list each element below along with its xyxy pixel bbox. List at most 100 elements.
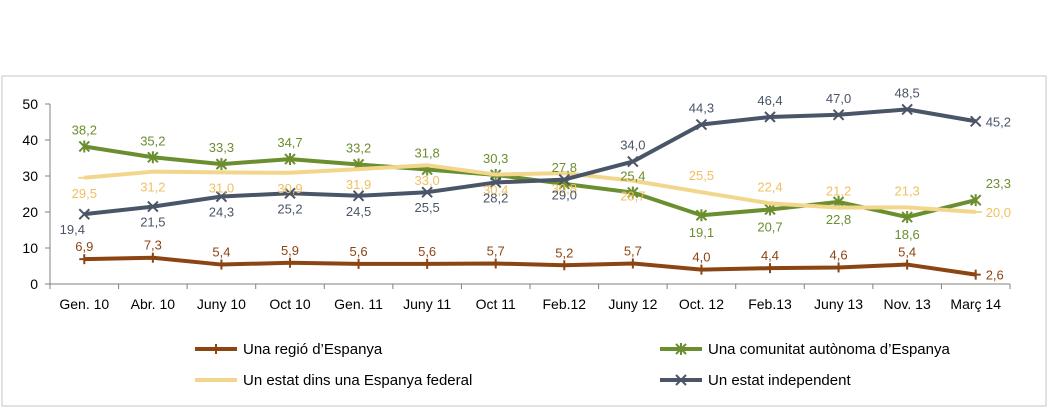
data-point-independent [147, 200, 159, 213]
data-label-federal: 20,0 [986, 205, 1011, 220]
x-tick-label: Juny 12 [608, 296, 657, 312]
series-line-federal [84, 163, 976, 214]
chart-frame [1, 75, 1047, 407]
data-point-comunitat [284, 153, 296, 166]
data-label-comunitat: 31,8 [414, 146, 439, 161]
marker-stroke [764, 111, 776, 123]
data-point-independent [832, 109, 845, 121]
data-label-comunitat: 33,2 [346, 140, 371, 155]
data-label-regio: 2,6 [986, 268, 1004, 283]
data-label-federal: 31,0 [209, 180, 234, 195]
data-label-comunitat: 30,3 [483, 151, 508, 166]
data-point-comunitat [78, 140, 90, 153]
data-label-independent: 34,0 [620, 138, 645, 153]
x-tick-label: Nov. 13 [884, 296, 931, 312]
y-tick-label: 10 [22, 240, 38, 256]
legend-label-regio: Una regió d’Espanya [243, 341, 383, 358]
data-point-regio [216, 259, 227, 270]
data-point-independent [284, 187, 296, 199]
data-label-federal: 31,2 [140, 180, 165, 195]
data-point-independent [215, 190, 228, 203]
data-label-independent: 25,2 [277, 201, 302, 216]
data-label-federal: 31,9 [346, 177, 371, 192]
marker-stroke [695, 118, 708, 131]
data-label-independent: 28,2 [483, 190, 508, 205]
marker-stroke [901, 103, 913, 116]
marker-stroke [558, 173, 570, 186]
data-label-independent: 24,3 [209, 205, 234, 220]
data-label-comunitat: 38,2 [72, 122, 97, 137]
data-point-comunitat [695, 209, 708, 222]
data-point-regio [765, 263, 775, 274]
data-label-regio: 4,6 [830, 247, 848, 262]
data-label-comunitat: 22,8 [826, 212, 851, 227]
data-label-comunitat: 34,7 [277, 135, 302, 150]
data-point-independent [695, 118, 708, 131]
data-label-federal: 22,4 [757, 179, 782, 194]
data-label-independent: 24,5 [346, 204, 371, 219]
data-label-regio: 4,0 [692, 250, 710, 265]
data-point-independent [970, 115, 982, 127]
data-point-independent [627, 155, 639, 168]
data-label-regio: 5,6 [418, 244, 436, 259]
data-point-independent [78, 208, 90, 220]
data-label-comunitat: 35,2 [140, 133, 165, 148]
legend-marker-comunitat [675, 343, 687, 355]
x-tick-label: Març 14 [950, 296, 1001, 312]
data-label-regio: 5,6 [350, 244, 368, 259]
data-point-regio [902, 259, 913, 270]
x-tick-label: Oct. 12 [679, 296, 724, 312]
data-point-regio [833, 262, 844, 273]
legend-item-federal: Un estat dins una Espanya federal [195, 372, 472, 389]
data-point-regio [353, 258, 364, 269]
data-point-independent [421, 186, 433, 198]
series-line-regio [84, 255, 977, 277]
y-tick-label: 20 [22, 204, 38, 220]
x-tick-label: Gen. 11 [334, 296, 383, 312]
marker-stroke [147, 200, 159, 213]
data-label-federal: 29,5 [72, 186, 97, 201]
data-point-comunitat [215, 158, 228, 171]
marker-stroke [970, 115, 982, 127]
data-point-regio [147, 252, 158, 263]
marker-stroke [832, 109, 845, 121]
data-point-comunitat [147, 151, 159, 164]
data-label-regio: 6,9 [75, 239, 93, 254]
data-point-comunitat [764, 203, 776, 216]
data-point-regio [696, 264, 707, 275]
legend-label-independent: Un estat independent [708, 372, 851, 389]
data-point-regio [559, 260, 570, 271]
marker-stroke [352, 190, 365, 202]
data-point-regio [285, 257, 295, 268]
x-tick-label: Abr. 10 [131, 296, 176, 312]
data-label-regio: 5,4 [898, 245, 916, 260]
data-label-regio: 5,9 [281, 243, 299, 258]
data-label-regio: 5,7 [624, 243, 642, 258]
data-label-comunitat: 33,3 [209, 140, 234, 155]
data-label-federal: 25,5 [689, 168, 714, 183]
x-tick-label: Oct 10 [269, 296, 310, 312]
y-tick-label: 50 [22, 96, 38, 112]
data-point-regio [422, 258, 433, 269]
x-tick-label: Oct 11 [476, 296, 516, 312]
data-label-independent: 48,5 [894, 85, 919, 100]
data-label-independent: 44,3 [689, 101, 714, 116]
data-label-independent: 21,5 [140, 215, 165, 230]
data-point-independent [764, 111, 776, 123]
data-label-federal: 21,2 [826, 184, 851, 199]
data-label-independent: 45,2 [986, 114, 1011, 129]
legend-item-independent: Un estat independent [660, 372, 851, 389]
marker-stroke [675, 374, 687, 386]
data-point-regio [627, 258, 638, 269]
legend-label-comunitat: Una comunitat autònoma d’Espanya [708, 341, 950, 358]
data-label-comunitat: 20,7 [757, 219, 782, 234]
data-label-regio: 5,4 [212, 245, 230, 260]
marker-stroke [627, 155, 639, 168]
legend-item-regio: Una regió d’Espanya [195, 341, 383, 358]
x-tick-label: Feb.12 [542, 296, 586, 312]
data-label-comunitat: 27,8 [552, 160, 577, 175]
data-point-independent [901, 103, 913, 116]
data-label-independent: 47,0 [826, 91, 851, 106]
